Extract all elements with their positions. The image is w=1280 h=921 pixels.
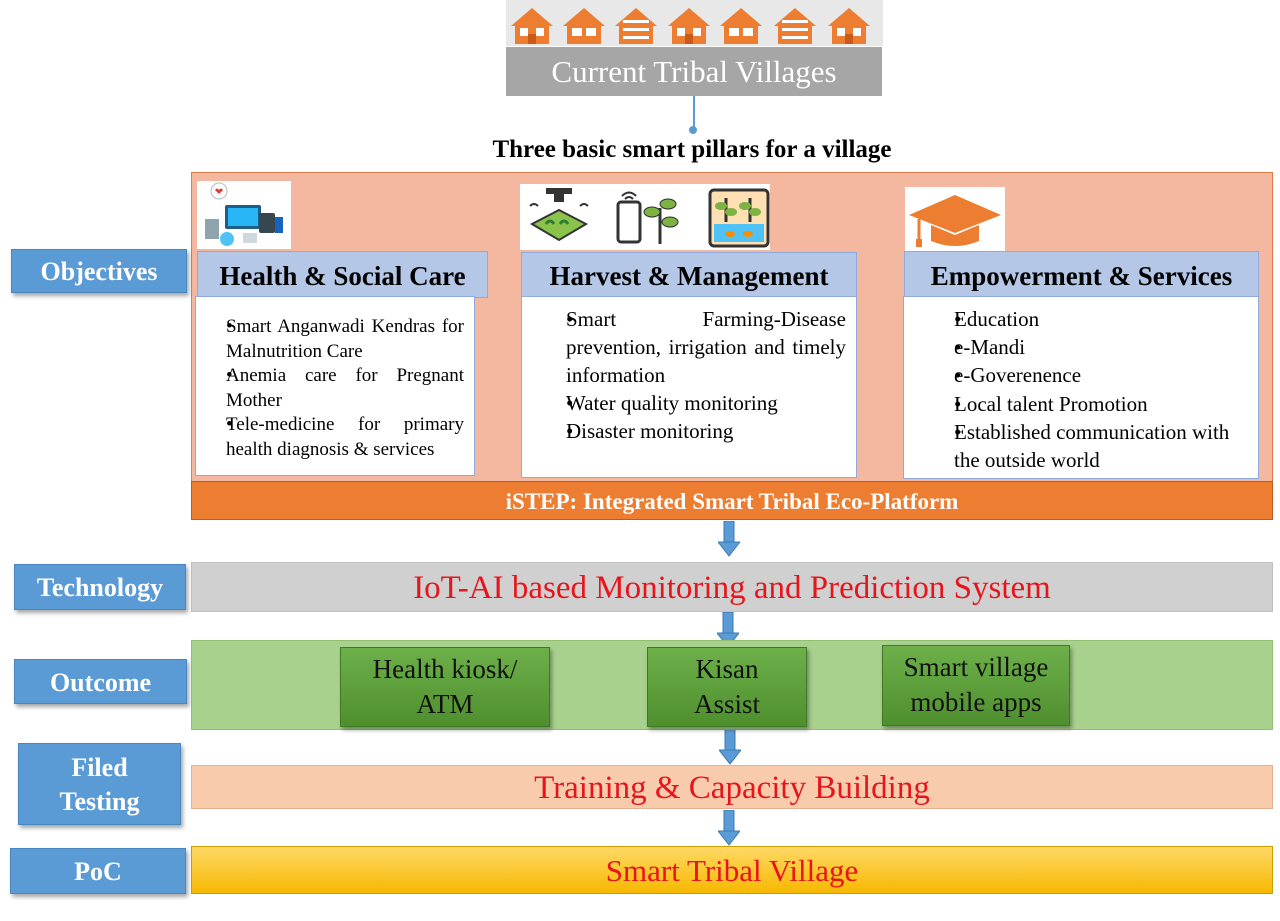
pillar-item: Education — [914, 305, 1248, 333]
pillar-harvest-title: Harvest & Management — [521, 252, 857, 297]
outcome-line: ATM — [416, 689, 474, 719]
label-technology: Technology — [14, 564, 186, 610]
outcome-health-kiosk: Health kiosk/ ATM — [340, 647, 550, 727]
down-arrow-icon — [719, 729, 741, 765]
outcome-line: Smart village — [903, 652, 1049, 682]
house-icon — [668, 8, 710, 44]
label-filed-line1: Filed — [71, 753, 128, 782]
house-icon — [563, 8, 605, 44]
label-poc: PoC — [10, 848, 186, 894]
pillar-item: Smart Farming-Disease prevention, irriga… — [532, 305, 846, 389]
house-icon — [774, 8, 816, 44]
pillars-title: Three basic smart pillars for a village — [492, 136, 892, 163]
label-objectives: Objectives — [11, 249, 187, 293]
outcome-line: Assist — [693, 689, 761, 719]
technology-bar: IoT-AI based Monitoring and Prediction S… — [191, 562, 1273, 612]
pillar-health-title: Health & Social Care — [197, 251, 488, 298]
aquaponics-icon — [708, 188, 770, 248]
current-villages-box: Current Tribal Villages — [506, 47, 882, 96]
pillar-item: Smart Anganwadi Kendras for Malnutrition… — [206, 315, 464, 364]
graduation-cap-icon — [909, 195, 1001, 247]
harvest-icon-box — [520, 184, 770, 250]
house-icon — [615, 8, 657, 44]
village-houses-strip — [506, 0, 883, 46]
pillar-item: e-Goverenence — [914, 361, 1248, 389]
pillar-item: Local talent Promotion — [914, 390, 1248, 418]
connector-line — [693, 96, 695, 130]
pillar-empowerment-title: Empowerment & Services — [904, 251, 1259, 298]
pillar-item: Water quality monitoring — [532, 389, 846, 417]
poc-result-bar: Smart Tribal Village — [191, 846, 1273, 894]
istep-platform-bar: iSTEP: Integrated Smart Tribal Eco-Platf… — [191, 481, 1273, 520]
health-devices-icon — [205, 182, 283, 246]
pillar-item: Tele-medicine for primary health diagnos… — [206, 413, 464, 462]
pillar-health-list: Smart Anganwadi Kendras for Malnutrition… — [195, 296, 475, 476]
pillar-item: Anemia care for Pregnant Mother — [206, 364, 464, 413]
pillar-item: Disaster monitoring — [532, 417, 846, 445]
down-arrow-icon — [718, 810, 740, 846]
drone-farm-icon — [529, 188, 589, 242]
outcome-kisan-assist: Kisan Assist — [647, 647, 807, 727]
house-icon — [511, 8, 553, 44]
outcome-mobile-apps: Smart village mobile apps — [882, 645, 1070, 726]
pillar-item: e-Mandi — [914, 333, 1248, 361]
smartphone-plant-icon — [616, 191, 679, 244]
down-arrow-icon — [718, 521, 740, 557]
pillar-item: Established communication with the outsi… — [914, 418, 1248, 474]
label-filed-line2: Testing — [59, 787, 140, 816]
education-icon-box — [905, 187, 1005, 251]
connector-dot — [689, 126, 697, 134]
pillar-empowerment-list: Education e-Mandi e-Goverenence Local ta… — [903, 296, 1259, 479]
training-bar: Training & Capacity Building — [191, 765, 1273, 809]
label-outcome: Outcome — [14, 659, 187, 704]
outcome-line: Health kiosk/ — [372, 654, 518, 684]
outcome-line: Kisan — [695, 654, 759, 684]
label-filed-testing: Filed Testing — [18, 743, 181, 825]
health-icon-box — [197, 181, 291, 249]
pillar-harvest-list: Smart Farming-Disease prevention, irriga… — [521, 296, 857, 478]
house-icon — [720, 8, 762, 44]
house-icon — [828, 8, 870, 44]
outcome-line: mobile apps — [910, 687, 1042, 717]
